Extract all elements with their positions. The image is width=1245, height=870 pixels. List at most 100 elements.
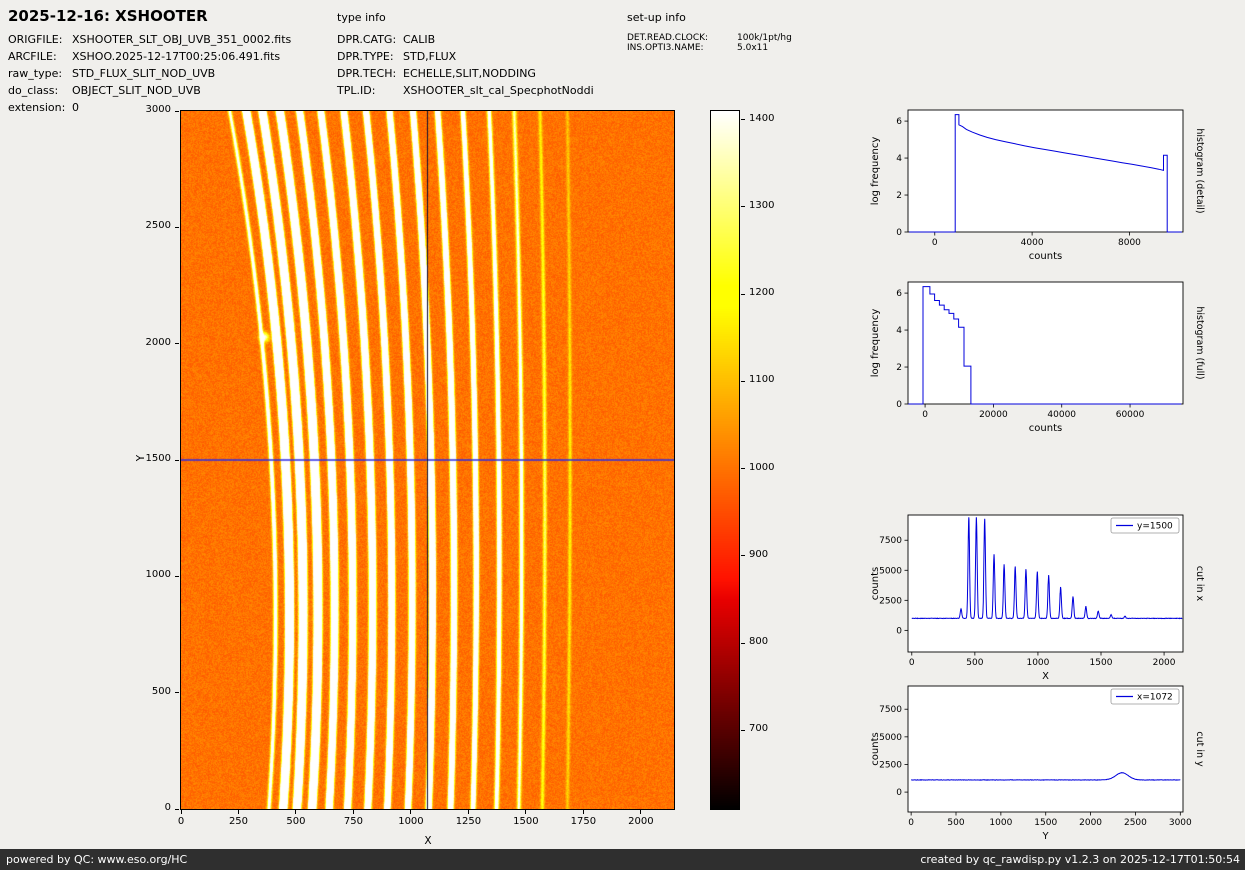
y-tick xyxy=(175,343,179,344)
setup-info-heading: set-up info xyxy=(627,11,686,24)
setup-info-list: DET.READ.CLOCK:100k/1pt/hgINS.OPTI3.NAME… xyxy=(627,33,792,53)
y-tick xyxy=(175,576,179,577)
x-tick-label: 8000 xyxy=(1118,238,1141,248)
y-tick-label: 1000 xyxy=(133,569,171,580)
x-axis-label: counts xyxy=(1029,423,1062,434)
histogram-full-plot: 02000040000600000246countslog frequencyh… xyxy=(860,277,1240,452)
y-tick xyxy=(175,692,179,693)
x-tick-label: 2000 xyxy=(619,816,663,827)
legend-label: x=1072 xyxy=(1137,693,1173,703)
meta-label: ARCFILE: xyxy=(8,48,72,65)
x-tick-label: 0 xyxy=(932,238,938,248)
meta-label: extension: xyxy=(8,99,72,116)
side-label: cut in y xyxy=(1194,731,1205,767)
footer-left-text: powered by QC: www.eso.org/HC xyxy=(6,849,187,870)
x-tick-label: 0 xyxy=(159,816,203,827)
axes-frame xyxy=(908,515,1183,652)
cut-in-x-plot: 05001000150020000250050007500Xcountscut … xyxy=(860,505,1240,680)
y-tick-label: 0 xyxy=(133,802,171,813)
x-tick-label: 1250 xyxy=(446,816,490,827)
x-tick-label: 4000 xyxy=(1021,238,1044,248)
y-tick-label: 0 xyxy=(896,788,902,798)
y-tick-label: 2500 xyxy=(879,596,902,606)
y-tick xyxy=(175,460,179,461)
x-tick xyxy=(640,810,641,814)
footer-right-text: created by qc_rawdisp.py v1.2.3 on 2025-… xyxy=(920,849,1240,870)
colorbar-tick xyxy=(741,468,745,469)
meta-label: do_class: xyxy=(8,82,72,99)
colorbar-tick-label: 900 xyxy=(749,549,789,560)
page-title: 2025-12-16: XSHOOTER xyxy=(8,7,208,25)
meta-value: XSHOO.2025-12-17T00:25:06.491.fits xyxy=(72,50,280,63)
x-tick xyxy=(238,810,239,814)
colorbar-tick-label: 1000 xyxy=(749,462,789,473)
x-tick xyxy=(525,810,526,814)
x-axis-label: Y xyxy=(1041,831,1049,842)
side-label: cut in x xyxy=(1194,566,1205,602)
colorbar-tick xyxy=(741,206,745,207)
axes-frame xyxy=(908,686,1183,812)
y-axis-label: log frequency xyxy=(870,137,881,206)
x-tick-label: 500 xyxy=(947,818,964,828)
file-info-list: ORIGFILE:XSHOOTER_SLT_OBJ_UVB_351_0002.f… xyxy=(8,31,291,116)
raw-frame-axes xyxy=(180,110,675,810)
x-tick xyxy=(410,810,411,814)
colorbar-tick xyxy=(741,643,745,644)
side-label: histogram (full) xyxy=(1194,306,1205,379)
x-tick-label: 60000 xyxy=(1116,410,1145,420)
meta-row: DPR.CATG:CALIB xyxy=(337,31,594,48)
meta-label: DPR.TYPE: xyxy=(337,48,403,65)
y-tick-label: 2 xyxy=(896,363,902,373)
y-tick-label: 2500 xyxy=(133,220,171,231)
x-tick-label: 3000 xyxy=(1169,818,1192,828)
type-info-list: DPR.CATG:CALIBDPR.TYPE:STD,FLUXDPR.TECH:… xyxy=(337,31,594,99)
meta-value: 0 xyxy=(72,101,79,114)
meta-value: 100k/1pt/hg xyxy=(737,33,792,43)
meta-label: DPR.TECH: xyxy=(337,65,403,82)
x-tick xyxy=(583,810,584,814)
meta-row: ARCFILE:XSHOO.2025-12-17T00:25:06.491.fi… xyxy=(8,48,291,65)
x-tick-label: 1500 xyxy=(1090,658,1113,668)
raw-frame-heatmap xyxy=(181,111,674,809)
x-tick-label: 0 xyxy=(922,410,928,420)
meta-value: CALIB xyxy=(403,33,435,46)
colorbar-tick-label: 1200 xyxy=(749,287,789,298)
axes-frame xyxy=(908,282,1183,404)
meta-row: DPR.TYPE:STD,FLUX xyxy=(337,48,594,65)
colorbar-tick xyxy=(741,294,745,295)
colorbar xyxy=(710,110,740,810)
x-tick-label: 1750 xyxy=(561,816,605,827)
raw-frame-ylabel: Y xyxy=(135,455,147,461)
colorbar-gradient xyxy=(711,111,739,809)
meta-value: 5.0x11 xyxy=(737,43,768,53)
meta-value: ECHELLE,SLIT,NODDING xyxy=(403,67,536,80)
meta-row: raw_type:STD_FLUX_SLIT_NOD_UVB xyxy=(8,65,291,82)
footer-bar: powered by QC: www.eso.org/HC created by… xyxy=(0,849,1245,870)
colorbar-tick-label: 1100 xyxy=(749,374,789,385)
meta-value: XSHOOTER_slt_cal_SpecphotNoddi xyxy=(403,84,594,97)
y-tick-label: 7500 xyxy=(879,705,902,715)
meta-label: DPR.CATG: xyxy=(337,31,403,48)
x-tick xyxy=(468,810,469,814)
x-tick xyxy=(353,810,354,814)
meta-row: DPR.TECH:ECHELLE,SLIT,NODDING xyxy=(337,65,594,82)
y-tick xyxy=(175,227,179,228)
x-tick-label: 1000 xyxy=(389,816,433,827)
y-tick-label: 2500 xyxy=(879,760,902,770)
y-tick-label: 0 xyxy=(896,400,902,410)
meta-value: STD_FLUX_SLIT_NOD_UVB xyxy=(72,67,215,80)
y-tick-label: 6 xyxy=(896,289,902,299)
y-tick-label: 0 xyxy=(896,626,902,636)
meta-label: TPL.ID: xyxy=(337,82,403,99)
meta-value: OBJECT_SLIT_NOD_UVB xyxy=(72,84,201,97)
x-tick-label: 250 xyxy=(216,816,260,827)
y-tick-label: 5000 xyxy=(879,566,902,576)
type-info-heading: type info xyxy=(337,11,386,24)
y-axis-label: log frequency xyxy=(870,309,881,378)
x-tick-label: 0 xyxy=(909,658,915,668)
colorbar-tick-label: 800 xyxy=(749,636,789,647)
colorbar-tick-label: 700 xyxy=(749,723,789,734)
y-tick-label: 6 xyxy=(896,117,902,127)
side-label: histogram (detail) xyxy=(1194,128,1205,213)
meta-row: INS.OPTI3.NAME:5.0x11 xyxy=(627,43,792,53)
